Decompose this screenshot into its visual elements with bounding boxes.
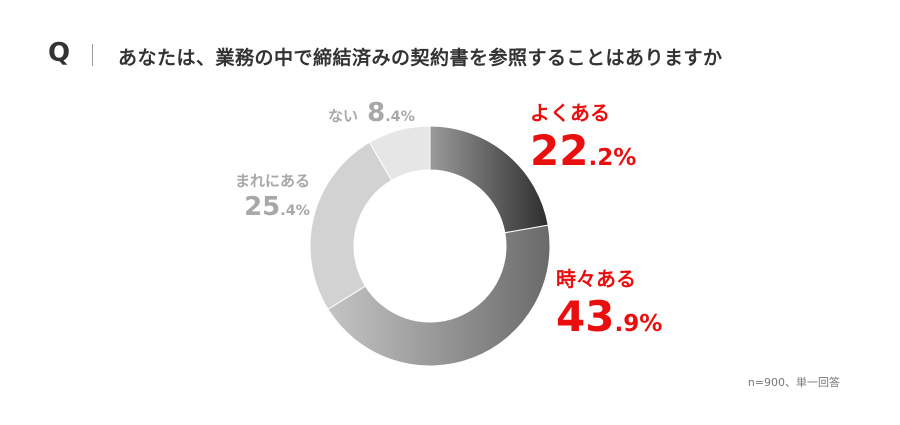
label-rarely: まれにある 25.4% [230,170,310,227]
label-often-name: よくある [530,101,610,125]
label-never-value: 8 [367,98,386,128]
slice-4 [368,125,431,182]
label-often-value: 22 [530,126,589,175]
label-rarely-name: まれにある [234,172,310,190]
footnote: n=900、単一回答 [747,376,840,389]
label-sometimes: 時々ある 43.9% [556,263,662,349]
label-sometimes-name: 時々ある [556,267,636,291]
title-divider [92,44,93,66]
slice-2 [327,224,551,367]
label-sometimes-decimal: .9% [614,311,663,337]
question-mark: Q [48,38,71,68]
label-rarely-value: 25 [244,192,281,222]
label-sometimes-value: 43 [556,292,615,341]
slice-3 [309,141,393,310]
label-never-decimal: .4% [385,109,415,125]
label-never: ない 8.4% [328,98,415,128]
label-rarely-decimal: .4% [280,203,310,219]
label-often: よくある 22.2% [530,97,636,183]
question-title: あなたは、業務の中で締結済みの契約書を参照することはありますか [118,47,723,69]
label-never-name: ない [328,107,359,125]
label-often-decimal: .2% [588,145,637,171]
